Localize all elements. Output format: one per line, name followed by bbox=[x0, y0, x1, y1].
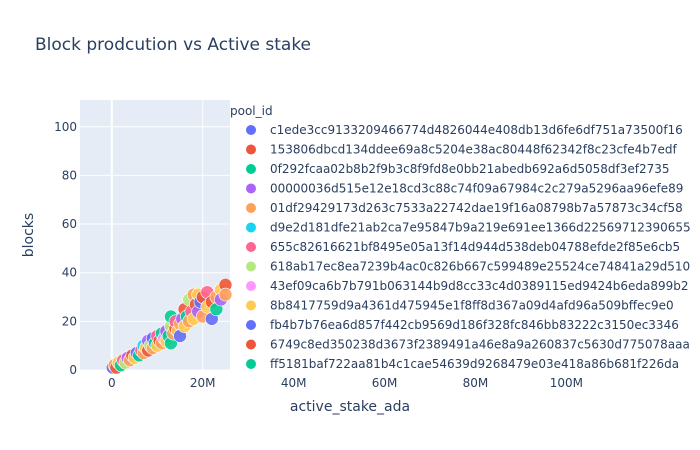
legend-label: d9e2d181dfe21ab2ca7e95847b9a219e691ee136… bbox=[270, 221, 691, 235]
y-tick-labels: 0 20 40 60 80 100 bbox=[54, 120, 77, 377]
x-tick-label: 80M bbox=[463, 376, 489, 390]
data-point bbox=[218, 287, 233, 302]
plot-area bbox=[80, 100, 230, 370]
legend-marker bbox=[246, 125, 256, 135]
y-tick-label: 100 bbox=[54, 120, 77, 134]
legend-label: 618ab17ec8ea7239b4ac0c826b667c599489e255… bbox=[270, 260, 690, 274]
x-tick-label: 100M bbox=[550, 376, 583, 390]
legend-marker bbox=[246, 164, 256, 174]
y-axis-title: blocks bbox=[21, 213, 37, 257]
x-tick-labels: 0 20M 40M 60M 80M 100M bbox=[108, 376, 583, 390]
legend-marker bbox=[246, 222, 256, 233]
legend-marker bbox=[246, 359, 256, 369]
legend-title: pool_id bbox=[230, 104, 273, 118]
legend: pool_id c1ede3cc9133209466774d4826044e40… bbox=[230, 104, 691, 371]
y-tick-label: 60 bbox=[62, 217, 77, 231]
legend-marker bbox=[246, 144, 256, 155]
legend-marker bbox=[246, 281, 256, 291]
legend-label: 8b8417759d9a4361d475945e1f8ff8d367a09d4a… bbox=[270, 299, 674, 313]
legend-label: c1ede3cc9133209466774d4826044e408db13d6f… bbox=[270, 123, 683, 137]
x-tick-label: 40M bbox=[281, 376, 307, 390]
legend-label: 0f292fcaa02b8b2f9b3c8f9fd8e0bb21abedb692… bbox=[270, 162, 670, 176]
gridlines bbox=[80, 100, 230, 371]
legend-label: 655c82616621bf8495e05a13f14d944d538deb04… bbox=[270, 240, 680, 254]
x-tick-label: 60M bbox=[372, 376, 398, 390]
legend-label: 01df29429173d263c7533a22742dae19f16a0879… bbox=[270, 201, 683, 215]
legend-marker bbox=[246, 203, 256, 213]
y-tick-label: 20 bbox=[62, 314, 77, 328]
legend-label: 6749c8ed350238d3673f2389491a46e8a9a26083… bbox=[270, 338, 690, 352]
y-tick-label: 40 bbox=[62, 266, 77, 280]
data-points bbox=[105, 278, 233, 375]
legend-marker bbox=[246, 183, 256, 194]
y-tick-label: 0 bbox=[69, 363, 77, 377]
legend-label: fb4b7b76ea6d857f442cb9569d186f328fc846bb… bbox=[270, 318, 679, 332]
legend-marker bbox=[246, 300, 256, 311]
legend-label: 43ef09ca6b7b791b063144b9d8cc33c4d0389115… bbox=[270, 279, 689, 293]
legend-label: ff5181baf722aa81b4c1cae54639d9268479e03e… bbox=[270, 357, 679, 371]
y-tick-label: 80 bbox=[62, 168, 77, 182]
chart-title: Block prodcution vs Active stake bbox=[35, 35, 311, 55]
legend-marker bbox=[246, 261, 256, 272]
x-tick-label: 20M bbox=[190, 376, 216, 390]
legend-marker bbox=[246, 242, 256, 252]
legend-marker bbox=[246, 320, 256, 330]
legend-label: 00000036d515e12e18cd3c88c74f09a67984c2c2… bbox=[270, 182, 683, 196]
legend-label: 153806dbcd134ddee69a8c5204e38ac80448f623… bbox=[270, 143, 678, 157]
x-axis-title: active_stake_ada bbox=[290, 399, 410, 415]
legend-marker bbox=[246, 339, 256, 350]
x-tick-label: 0 bbox=[108, 376, 116, 390]
